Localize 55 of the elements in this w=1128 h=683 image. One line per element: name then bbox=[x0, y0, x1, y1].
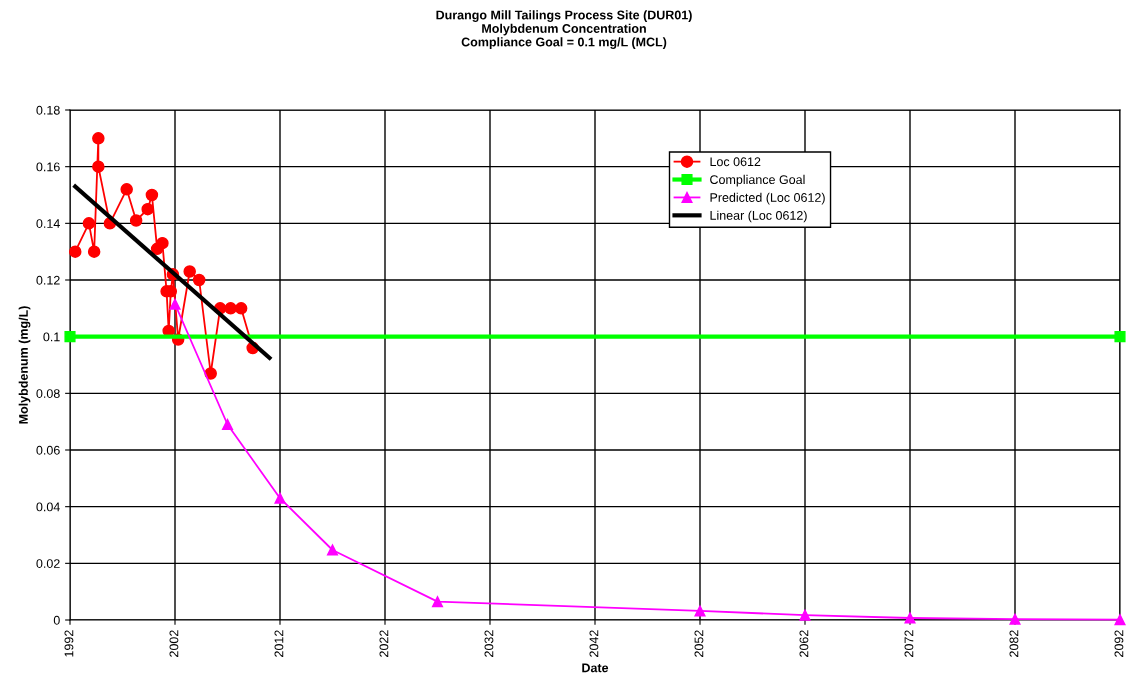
y-tick-label: 0 bbox=[53, 615, 60, 625]
x-tick-label: 2022 bbox=[379, 630, 389, 657]
point bbox=[92, 132, 105, 145]
x-tick-label: 2032 bbox=[484, 630, 494, 657]
x-tick-label: 2002 bbox=[169, 630, 179, 657]
point bbox=[694, 605, 706, 617]
point bbox=[1114, 614, 1126, 626]
x-tick-label: 2042 bbox=[589, 630, 599, 657]
legend-label: Compliance Goal bbox=[710, 174, 805, 187]
point bbox=[68, 245, 82, 258]
point bbox=[145, 188, 159, 202]
point bbox=[224, 302, 237, 315]
y-tick-label: 0.02 bbox=[36, 559, 60, 568]
y-tick-label: 0.16 bbox=[36, 162, 60, 172]
legend-label: Predicted (Loc 0612) bbox=[710, 192, 825, 205]
x-tick-label: 2082 bbox=[1009, 630, 1019, 657]
y-tick-label: 0.12 bbox=[36, 275, 60, 285]
y-tick-label: 0.06 bbox=[36, 445, 60, 455]
y-tick-label: 0.14 bbox=[36, 219, 60, 228]
point bbox=[904, 612, 916, 624]
x-tick-label: 2072 bbox=[904, 630, 914, 657]
point bbox=[92, 160, 105, 173]
x-tick-label: 1992 bbox=[64, 630, 74, 657]
point bbox=[326, 544, 339, 556]
legend-label: Loc 0612 bbox=[710, 157, 761, 167]
point bbox=[129, 214, 143, 227]
point bbox=[169, 298, 181, 310]
point bbox=[234, 302, 248, 315]
x-tick-label: 2052 bbox=[694, 630, 704, 657]
x-tick-label: 2092 bbox=[1114, 630, 1124, 657]
x-tick-label: 2062 bbox=[799, 630, 809, 657]
chart-title: Durango Mill Tailings Process Site (DUR01) Molybdenum Concentration Compliance Goal = 0.1 mg/L (MCL) bbox=[436, 10, 692, 49]
y-tick-label: 0.1 bbox=[43, 332, 60, 342]
point bbox=[141, 202, 154, 216]
point bbox=[82, 217, 96, 230]
point bbox=[183, 265, 196, 278]
y-tick-label: 0.08 bbox=[36, 389, 60, 398]
point bbox=[1114, 331, 1126, 343]
legend-label: Linear (Loc 0612) bbox=[710, 210, 807, 223]
point bbox=[799, 609, 811, 621]
x-tick-label: 2012 bbox=[274, 630, 284, 657]
point bbox=[192, 273, 206, 287]
point bbox=[156, 236, 169, 250]
y-tick-label: 0.04 bbox=[36, 502, 60, 512]
point bbox=[64, 331, 76, 343]
point bbox=[274, 492, 286, 504]
x-axis-title: Date bbox=[582, 663, 609, 673]
point bbox=[120, 183, 133, 196]
point bbox=[221, 418, 234, 431]
point bbox=[1009, 613, 1021, 625]
point bbox=[431, 596, 444, 608]
point bbox=[87, 245, 101, 258]
point bbox=[204, 367, 217, 380]
y-axis-title: Molybdenum (mg/L) bbox=[18, 306, 31, 424]
y-tick-label: 0.18 bbox=[36, 105, 60, 115]
